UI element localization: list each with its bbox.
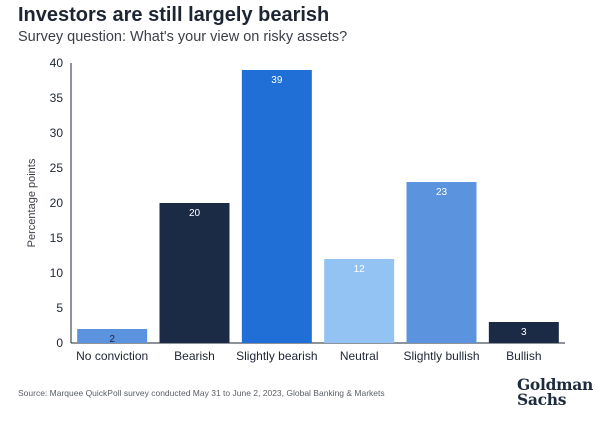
data-label: 39: [271, 75, 283, 86]
logo-line-1: Goldman: [517, 375, 593, 394]
source-note: Source: Marquee QuickPoll survey conduct…: [18, 388, 385, 398]
x-tick-label: Slightly bullish: [403, 349, 479, 363]
y-tick-label: 10: [50, 266, 64, 280]
x-tick-label: Neutral: [340, 349, 379, 363]
data-label: 2: [109, 334, 115, 345]
y-tick-label: 5: [56, 301, 63, 315]
y-axis-label: Percentage points: [26, 158, 38, 247]
x-tick-label: Bullish: [506, 349, 541, 363]
data-label: 3: [521, 327, 527, 338]
data-label: 12: [354, 264, 366, 275]
data-label: 20: [189, 208, 201, 219]
y-tick-label: 20: [50, 196, 64, 210]
data-label: 23: [436, 187, 448, 198]
goldman-sachs-logo: Goldman Sachs: [517, 375, 593, 409]
y-tick-label: 25: [50, 161, 64, 175]
y-tick-label: 0: [56, 336, 63, 350]
y-tick-label: 15: [50, 231, 64, 245]
bar: [241, 70, 312, 343]
bar: [324, 259, 395, 343]
chart-title: Investors are still largely bearish: [18, 4, 330, 26]
x-tick-label: No conviction: [76, 349, 148, 363]
y-tick-label: 30: [50, 126, 64, 140]
y-tick-label: 35: [50, 91, 64, 105]
bar: [159, 203, 230, 343]
x-tick-label: Bearish: [174, 349, 215, 363]
logo-line-2: Sachs: [517, 390, 567, 409]
bar: [77, 329, 148, 343]
chart-subtitle: Survey question: What's your view on ris…: [18, 29, 348, 45]
bar: [406, 182, 477, 343]
y-tick-label: 40: [50, 56, 64, 70]
x-tick-label: Slightly bearish: [236, 349, 317, 363]
bar: [488, 322, 559, 343]
